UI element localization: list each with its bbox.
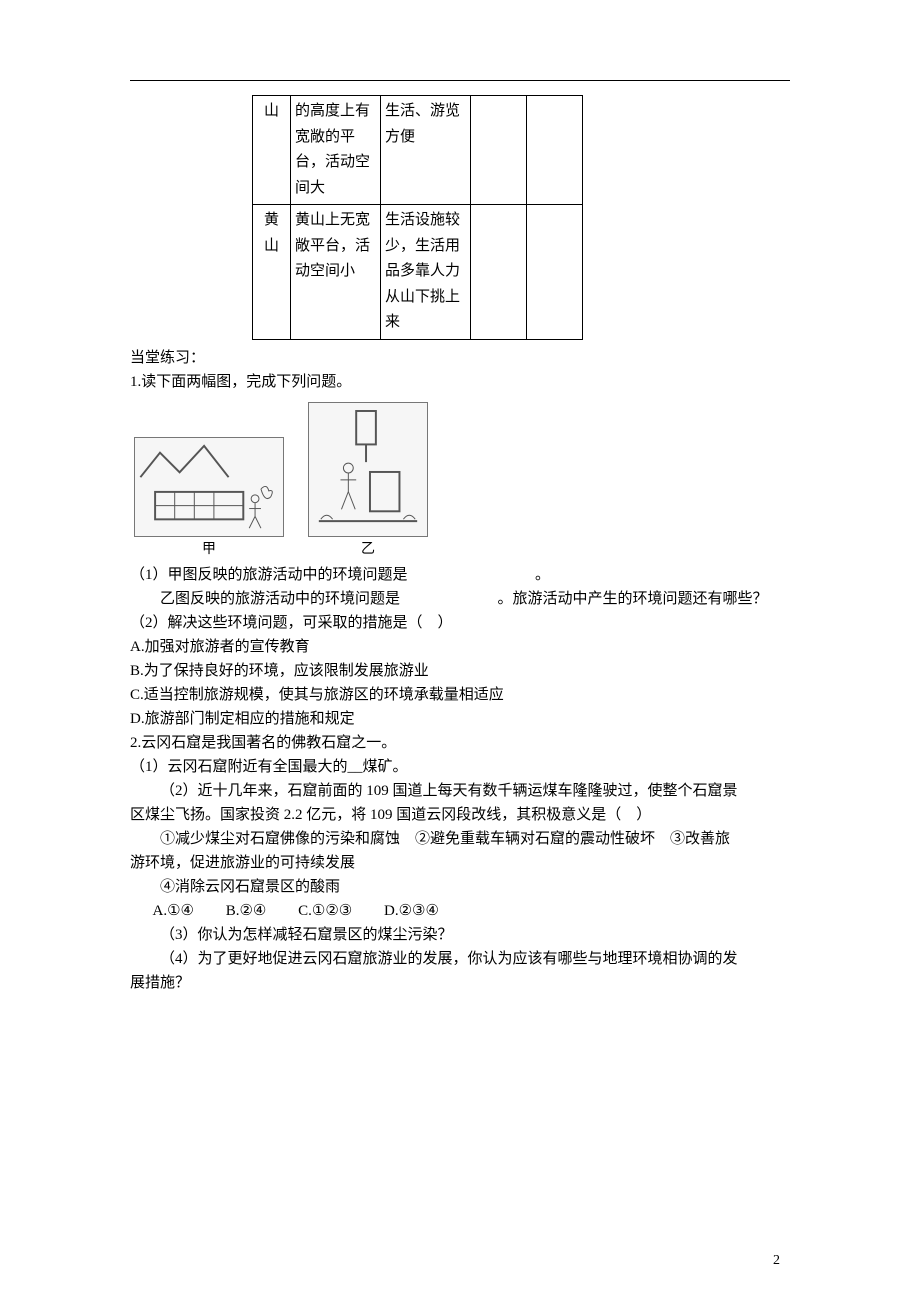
cell-col3: 生活、游览方便	[381, 96, 471, 205]
q1-2-opt-b: B.为了保持良好的环境，应该限制发展旅游业	[130, 659, 790, 683]
q1-2-opt-a: A.加强对旅游者的宣传教育	[130, 635, 790, 659]
choice-c: C.①②③	[298, 899, 352, 923]
q1-2-stem: （2）解决这些环境问题，可采取的措施是（ ）	[130, 611, 790, 635]
cell-name: 山	[253, 96, 291, 205]
q1-1-b: 乙图反映的旅游活动中的环境问题是 。旅游活动中产生的环境问题还有哪些？	[130, 587, 790, 611]
cell-col5	[527, 205, 583, 340]
cell-col4	[471, 96, 527, 205]
q2-2-item4: ④消除云冈石窟景区的酸雨	[130, 875, 790, 899]
figure-b-image	[308, 402, 428, 537]
practice-heading: 当堂练习：	[130, 346, 790, 370]
figure-a-image	[134, 437, 284, 537]
q1-1-b-b: 。旅游活动中产生的环境问题还有哪些？	[498, 591, 768, 607]
table-row: 黄山 黄山上无宽敞平台，活动空间小 生活设施较少，生活用品多靠人力从山下挑上来	[253, 205, 583, 340]
q1-1-b-a: 乙图反映的旅游活动中的环境问题是	[160, 591, 400, 607]
cell-col3: 生活设施较少，生活用品多靠人力从山下挑上来	[381, 205, 471, 340]
blank	[411, 563, 531, 587]
q1-1-a: （1）甲图反映的旅游活动中的环境问题是 。	[130, 563, 790, 587]
blank	[404, 587, 494, 611]
q2-stem: 2.云冈石窟是我国著名的佛教石窟之一。	[130, 731, 790, 755]
figure-a-caption: 甲	[202, 539, 216, 561]
choice-a: A.①④	[153, 899, 194, 923]
q2-3: （3）你认为怎样减轻石窟景区的煤尘污染？	[130, 923, 790, 947]
figure-b-caption: 乙	[361, 539, 375, 561]
cell-col2: 的高度上有宽敞的平台，活动空间大	[291, 96, 381, 205]
cell-col5	[527, 96, 583, 205]
q1-1-a-text: （1）甲图反映的旅游活动中的环境问题是	[130, 567, 408, 583]
q2-1: （1）云冈石窟附近有全国最大的__煤矿。	[130, 755, 790, 779]
sketch-a-icon	[135, 438, 283, 536]
q2-2-items-b: 游环境，促进旅游业的可持续发展	[130, 851, 790, 875]
figure-row: 甲 乙	[134, 402, 790, 561]
q1-2-opt-c: C.适当控制旅游规模，使其与旅游区的环境承载量相适应	[130, 683, 790, 707]
q1-1-a-end: 。	[535, 567, 550, 583]
q1-2-opt-d: D.旅游部门制定相应的措施和规定	[130, 707, 790, 731]
q2-2-line2: 区煤尘飞扬。国家投资 2.2 亿元，将 109 国道云冈段改线，其积极意义是（ …	[130, 803, 790, 827]
q2-4-line1: （4）为了更好地促进云冈石窟旅游业的发展，你认为应该有哪些与地理环境相协调的发	[130, 947, 790, 971]
q2-2-items-a: ①减少煤尘对石窟佛像的污染和腐蚀 ②避免重载车辆对石窟的震动性破坏 ③改善旅	[130, 827, 790, 851]
top-rule	[130, 80, 790, 81]
table-row: 山 的高度上有宽敞的平台，活动空间大 生活、游览方便	[253, 96, 583, 205]
cell-col2: 黄山上无宽敞平台，活动空间小	[291, 205, 381, 340]
choice-d: D.②③④	[384, 899, 439, 923]
choice-b: B.②④	[226, 899, 267, 923]
cell-name: 黄山	[253, 205, 291, 340]
sketch-b-icon	[309, 403, 427, 536]
comparison-table: 山 的高度上有宽敞的平台，活动空间大 生活、游览方便 黄山 黄山上无宽敞平台，活…	[252, 95, 583, 340]
figure-b: 乙	[308, 402, 428, 561]
q2-2-choices: A.①④ B.②④ C.①②③ D.②③④	[153, 899, 791, 923]
q2-4-line2: 展措施？	[130, 971, 790, 995]
figure-a: 甲	[134, 437, 284, 561]
q2-2-line1: （2）近十几年来，石窟前面的 109 国道上每天有数千辆运煤车隆隆驶过，使整个石…	[130, 779, 790, 803]
page-number: 2	[773, 1250, 780, 1272]
cell-col4	[471, 205, 527, 340]
q1-stem: 1.读下面两幅图，完成下列问题。	[130, 370, 790, 394]
